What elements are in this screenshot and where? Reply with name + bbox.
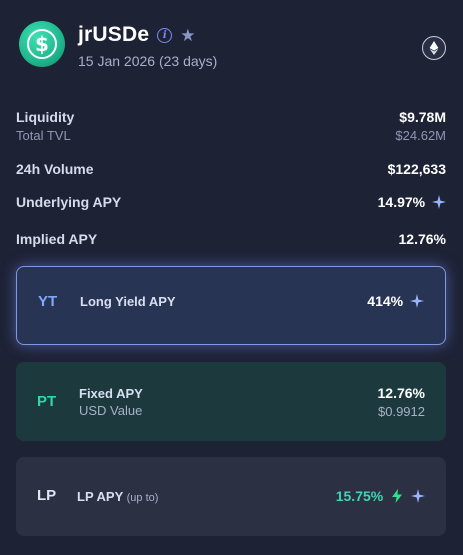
market-title: jrUSDe xyxy=(78,23,150,46)
pt-usd-value: $0.9912 xyxy=(378,404,425,419)
yt-tag: YT xyxy=(38,293,58,310)
sparkle-icon[interactable] xyxy=(410,294,424,308)
pt-tag: PT xyxy=(37,393,57,410)
lp-label: LP APY xyxy=(77,489,124,504)
lp-qualifier: (up to) xyxy=(126,492,159,504)
lightning-icon[interactable] xyxy=(390,489,404,503)
pt-option[interactable]: PT Fixed APY USD Value 12.76% $0.9912 xyxy=(16,362,446,441)
info-icon[interactable]: i xyxy=(157,27,173,43)
tvl-label: Total TVL xyxy=(16,128,71,143)
volume-value: $122,633 xyxy=(387,161,446,177)
implied-apy-value: 12.76% xyxy=(398,231,446,247)
volume-label: 24h Volume xyxy=(16,161,94,177)
pt-label: Fixed APY xyxy=(79,386,143,401)
liquidity-label: Liquidity xyxy=(16,109,75,125)
underlying-apy-row: Underlying APY 14.97% xyxy=(16,194,446,210)
star-icon[interactable]: ★ xyxy=(180,25,196,45)
dollar-coin-icon: $ xyxy=(19,21,65,67)
pt-usd-label: USD Value xyxy=(79,403,143,418)
liquidity-row: Liquidity Total TVL $9.78M $24.62M xyxy=(16,109,446,143)
lp-tag: LP xyxy=(37,487,57,504)
yt-value: 414% xyxy=(367,293,404,309)
sparkle-icon[interactable] xyxy=(411,489,425,503)
lp-value: 15.75% xyxy=(335,488,384,504)
pt-value: 12.76% xyxy=(377,385,425,401)
liquidity-value: $9.78M xyxy=(399,109,446,125)
yt-option[interactable]: YT Long Yield APY 414% xyxy=(16,266,446,345)
maturity-date: 15 Jan 2026 (23 days) xyxy=(78,53,218,69)
yt-label: Long Yield APY xyxy=(80,294,176,309)
implied-apy-label: Implied APY xyxy=(16,231,98,247)
underlying-apy-value: 14.97% xyxy=(377,194,426,210)
volume-row: 24h Volume $122,633 xyxy=(16,161,446,177)
lp-option[interactable]: LP LP APY (up to) 15.75% xyxy=(16,457,446,536)
ethereum-icon[interactable] xyxy=(422,36,446,60)
title-block: jrUSDe i ★ 15 Jan 2026 (23 days) xyxy=(78,23,217,69)
sparkle-icon[interactable] xyxy=(432,195,446,209)
implied-apy-row: Implied APY 12.76% xyxy=(16,231,446,247)
tvl-value: $24.62M xyxy=(395,128,446,143)
market-header: $ jrUSDe i ★ 15 Jan 2026 (23 days) xyxy=(19,21,449,71)
underlying-apy-label: Underlying APY xyxy=(16,194,122,210)
